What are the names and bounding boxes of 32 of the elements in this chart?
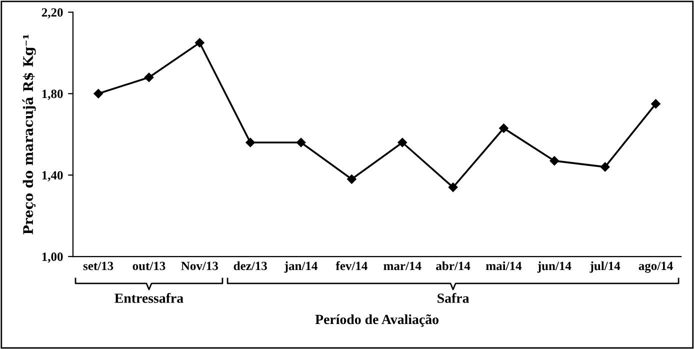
x-tick-label: dez/13 — [234, 261, 267, 270]
point — [246, 138, 255, 148]
text: Safra — [438, 293, 470, 303]
x-tick-label: mar/14 — [384, 262, 422, 270]
point — [94, 89, 103, 98]
x-tick-label: mai/14 — [486, 261, 522, 270]
x-tick-label: ago/14 — [638, 262, 673, 273]
point — [195, 38, 204, 48]
x-tick-label: fev/14 — [336, 261, 368, 270]
point — [550, 156, 560, 166]
point — [499, 124, 508, 133]
point — [651, 99, 660, 108]
y-tick-label: 2,20 — [42, 8, 63, 18]
point — [296, 138, 306, 148]
y-tick-label: 1,80 — [42, 90, 63, 100]
y-tick-label: 1,00 — [42, 252, 63, 263]
point — [144, 72, 154, 82]
y-axis-title: Preço do maracujá R$ Kg⁻¹ — [22, 34, 36, 234]
x-tick-label: set/13 — [83, 262, 114, 270]
point — [347, 174, 356, 184]
x-tick-label: jun/14 — [537, 261, 572, 273]
x-axis-title: Período de Avaliação — [315, 314, 438, 327]
y-tick-label: 1,40 — [42, 171, 63, 182]
x-tick-label: out/13 — [132, 262, 166, 270]
text: Entressafra — [114, 293, 184, 303]
point — [448, 182, 458, 192]
point — [398, 138, 407, 148]
x-tick-label: jan/14 — [284, 261, 318, 273]
x-tick-label: jul/14 — [590, 261, 620, 273]
x-tick-label: Nov/13 — [181, 262, 218, 270]
x-tick-label: abr/14 — [436, 261, 470, 270]
point — [600, 162, 610, 172]
